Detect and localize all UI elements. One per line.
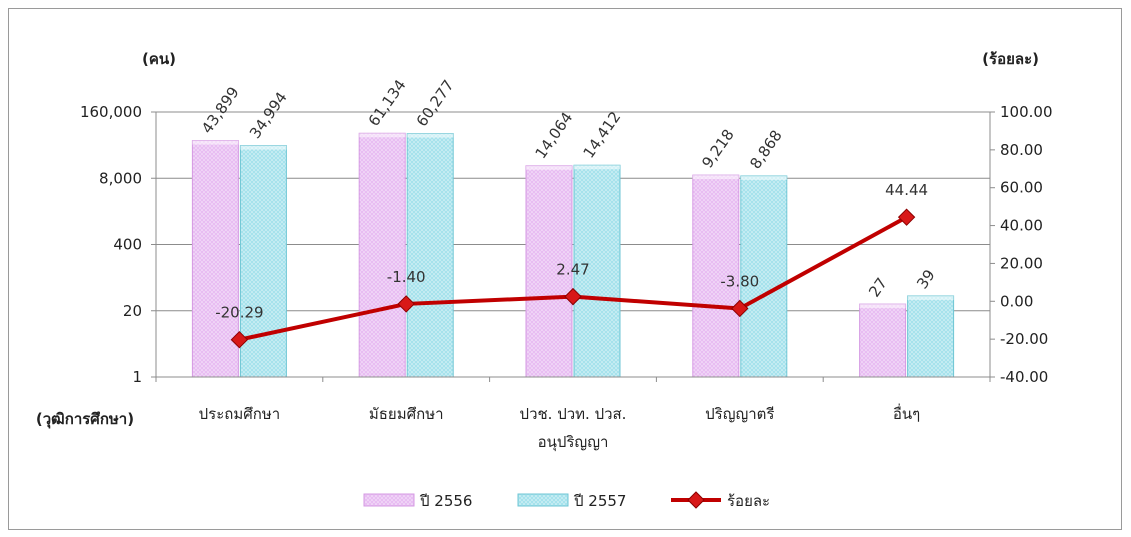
left-tick-label: 160,000: [80, 103, 142, 121]
right-tick-label: 0.00: [1000, 292, 1033, 310]
line-data-label: 2.47: [556, 261, 589, 279]
legend-label: ปี 2557: [573, 492, 626, 510]
line-data-label: 44.44: [885, 181, 928, 199]
bar-data-label: 43,899: [198, 84, 243, 137]
bar-highlight: [407, 133, 454, 138]
chart-svg: 1 20 400 8,000 160,000 -40.00 -20.00 0.00 20.00 4…: [36, 50, 1053, 510]
right-tick-label: 20.00: [1000, 254, 1043, 272]
x-axis-title: (วุฒิการศึกษา): [36, 410, 134, 429]
left-tick-label: 20: [123, 302, 142, 320]
right-tick-label: -20.00: [1000, 330, 1048, 348]
legend-swatch: [363, 493, 415, 507]
line-point: [731, 299, 749, 318]
category-label: อื่นๆ: [893, 403, 920, 423]
legend-swatch: [517, 493, 569, 507]
chart-frame: 1 20 400 8,000 160,000 -40.00 -20.00 0.00 20.00 4…: [8, 8, 1122, 530]
category-label: ปริญญาตรี: [705, 405, 774, 423]
bar-data-label: 14,412: [580, 108, 625, 161]
bar: [406, 133, 454, 378]
line-data-label: -3.80: [720, 272, 759, 290]
left-tick-label: 1: [132, 368, 142, 386]
left-axis-title: (คน): [142, 50, 176, 68]
category-label: ปวช. ปวท. ปวส.: [520, 405, 627, 423]
bar-data-label: 61,134: [365, 76, 410, 129]
bar: [525, 165, 573, 378]
line-data-label: -20.29: [215, 304, 263, 322]
bar: [859, 303, 907, 378]
left-tick-label: 400: [113, 236, 142, 254]
bar-data-label: 27: [865, 274, 891, 300]
legend-label: ร้อยละ: [727, 492, 770, 510]
category-label: มัธยมศึกษา: [369, 405, 444, 423]
bar: [358, 132, 406, 378]
right-tick-label: 40.00: [1000, 217, 1043, 235]
legend-label: ปี 2556: [419, 492, 472, 510]
bar-data-label: 9,218: [698, 126, 737, 172]
bar-data-label: 8,868: [746, 127, 785, 173]
bar-highlight: [692, 175, 739, 180]
bar: [907, 295, 955, 378]
category-label: อนุปริญญา: [538, 433, 609, 452]
bar-highlight: [240, 145, 287, 150]
right-axis-title: (ร้อยละ): [982, 50, 1039, 68]
line-data-label: -1.40: [387, 268, 426, 286]
bar-highlight: [740, 175, 787, 180]
bar-highlight: [907, 295, 954, 300]
bar-data-label: 34,994: [246, 89, 291, 142]
right-tick-label: 100.00: [1000, 103, 1053, 121]
right-tick-label: 60.00: [1000, 179, 1043, 197]
bar-highlight: [859, 304, 906, 309]
bar: [191, 140, 239, 378]
legend-marker: [687, 491, 705, 509]
line-point: [564, 287, 582, 306]
bar-highlight: [359, 133, 406, 138]
bar: [239, 145, 287, 378]
left-tick-label: 8,000: [99, 169, 142, 187]
right-tick-label: -40.00: [1000, 368, 1048, 386]
line-point: [897, 208, 916, 226]
bar-highlight: [526, 165, 572, 170]
bar-data-label: 14,064: [532, 109, 577, 162]
bar-highlight: [574, 165, 620, 170]
line-point: [397, 295, 415, 313]
right-tick-label: 80.00: [1000, 141, 1043, 159]
line-point: [230, 330, 249, 349]
bar-highlight: [192, 140, 239, 145]
category-label: ประถมศึกษา: [199, 405, 281, 423]
bar-data-label: 39: [913, 266, 939, 292]
bar-data-label: 60,277: [413, 77, 458, 130]
